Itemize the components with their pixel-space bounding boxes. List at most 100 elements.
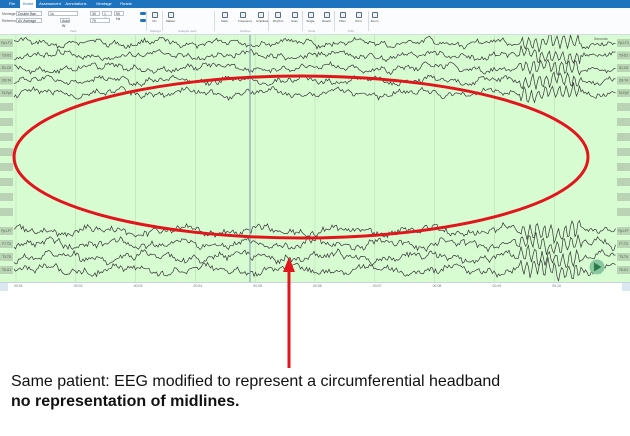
channel-labels-right: Fp1-T3 T3-O1 O1-O2 O2-T4 T4-Fp2 Fp1-F7 F7-T3 T3… — [617, 39, 630, 274]
ribbon-button-zoom[interactable]: Zoom — [370, 12, 379, 23]
channel-tag[interactable] — [617, 178, 630, 186]
play-button[interactable] — [589, 259, 605, 275]
channel-tag[interactable] — [0, 208, 13, 216]
channel-tag[interactable] — [617, 103, 630, 111]
scroll-right-button[interactable] — [622, 283, 630, 291]
channel-tag[interactable] — [617, 89, 630, 97]
ribbon-toggle[interactable] — [140, 19, 146, 22]
eeg-trace — [13, 58, 616, 76]
channel-label: O1-O2 — [2, 66, 12, 70]
channel-tag[interactable] — [0, 227, 13, 235]
filter-select[interactable]: 70 — [90, 18, 110, 23]
filter-select[interactable]: 50 Hz — [114, 11, 124, 21]
channel-tag[interactable] — [617, 253, 630, 261]
time-label: 00:06 — [313, 284, 322, 288]
time-label: 00:07 — [372, 284, 382, 288]
ribbon-row-select[interactable]: AV Average — [16, 18, 42, 23]
channel-tag[interactable] — [617, 193, 630, 201]
ribbon-button-label: Frequency — [238, 19, 253, 23]
ribbon-button-frequency[interactable]: Frequency — [238, 12, 253, 23]
ribbon-button-rhythm[interactable]: Rhythm — [273, 12, 284, 23]
channel-label: Fp1-T3 — [618, 41, 629, 45]
ribbon-button-label: Rhythm — [273, 19, 284, 23]
caption-line-2: no representation of midlines. — [11, 393, 240, 410]
filter-icon — [339, 12, 346, 18]
channel-tag[interactable] — [617, 227, 630, 235]
eeg-trace-view[interactable]: Seconds Fp1-T3 T3-O1 O1-O2 O2-T4 T4-Fp2 Fp1-F… — [0, 35, 630, 282]
ribbon-button-label: Scan — [291, 19, 298, 23]
ribbon-toggle[interactable] — [140, 12, 146, 15]
channel-tag[interactable] — [617, 118, 630, 126]
reach-icon — [323, 12, 330, 18]
menu-tab-file[interactable]: File — [8, 1, 16, 6]
channel-tag[interactable] — [0, 89, 13, 97]
ribbon-button-filter[interactable]: Filter — [338, 12, 347, 23]
mark-icon — [221, 12, 228, 18]
channel-label: T5-O1 — [2, 268, 11, 272]
channel-tag[interactable] — [617, 148, 630, 156]
ribbon-group-label: Options — [240, 29, 251, 33]
channel-tag[interactable] — [0, 178, 13, 186]
menu-tab-annotations[interactable]: Annotations — [65, 1, 87, 6]
channel-tag[interactable] — [0, 253, 13, 261]
ribbon-group-separator — [334, 11, 335, 31]
menu-tab-reads[interactable]: Reads — [120, 1, 132, 6]
scroll-left-button[interactable] — [0, 283, 8, 291]
ribbon-button-dc[interactable]: DC — [150, 12, 159, 23]
channel-tag[interactable] — [617, 133, 630, 141]
time-label: 00:08 — [432, 284, 442, 288]
channel-tag[interactable] — [0, 163, 13, 171]
channel-tag[interactable] — [0, 39, 13, 47]
ribbon-button-mark[interactable]: Mark — [220, 12, 229, 23]
menu-tab-assessment[interactable]: Assessment — [39, 1, 61, 6]
channel-tag[interactable] — [617, 64, 630, 72]
channel-tag[interactable] — [0, 118, 13, 126]
channel-tag[interactable] — [617, 51, 630, 60]
menu-tab-home[interactable]: Home — [20, 0, 36, 8]
ribbon-button-reach[interactable]: Reach — [322, 12, 331, 23]
time-label: 00:05 — [253, 284, 262, 288]
frequency-icon — [239, 12, 246, 18]
print-icon — [355, 12, 362, 18]
channel-label: Fp1-F7 — [618, 229, 629, 233]
channel-label: T5-O1 — [619, 268, 628, 272]
ribbon-row-label: Reference — [2, 19, 19, 23]
ribbon-button-marker[interactable]: Marker — [166, 12, 175, 23]
ribbon-row-select[interactable]: Double Ban — [16, 11, 42, 16]
channel-tag[interactable] — [617, 163, 630, 171]
menu-tab-montage[interactable]: Montage — [96, 1, 112, 6]
channel-tag[interactable] — [0, 103, 13, 111]
time-label: 00:10 — [552, 284, 561, 288]
filter-select[interactable]: Auto W — [60, 18, 70, 28]
channel-tag[interactable] — [0, 133, 13, 141]
channel-tag[interactable] — [617, 266, 630, 274]
channel-tag[interactable] — [0, 193, 13, 201]
channel-tag[interactable] — [0, 266, 13, 274]
ribbon-button-scan[interactable]: Scan — [290, 12, 299, 23]
channel-tag[interactable] — [617, 39, 630, 47]
channel-tag[interactable] — [0, 240, 13, 248]
channel-tag[interactable] — [0, 148, 13, 156]
ribbon-button-label: Filter — [339, 19, 346, 23]
ribbon-button-single[interactable]: Single — [306, 12, 315, 23]
filter-select[interactable]: 30 — [90, 11, 100, 16]
channel-tag[interactable] — [0, 76, 13, 85]
channel-labels-left: Fp1-T3 T3-O1 O1-O2 O2-T4 T4-Fp2 Fp1-F7 F7-T3 T3… — [0, 39, 13, 274]
ribbon-group-label: Analysis tools — [178, 29, 197, 33]
channel-tag[interactable] — [617, 208, 630, 216]
time-label: 00:04 — [193, 284, 203, 288]
channel-tag[interactable] — [617, 76, 630, 85]
channel-label: O2-T4 — [2, 79, 11, 83]
channel-tag[interactable] — [0, 64, 13, 72]
scan-icon — [291, 12, 298, 18]
ribbon-row-label: Montage — [2, 12, 16, 16]
channel-tag[interactable] — [617, 240, 630, 248]
filter-select[interactable]: 1 Hz — [102, 11, 112, 21]
channel-label: F7-T3 — [619, 242, 628, 246]
ribbon-button-amplitude[interactable]: Amplitude — [256, 12, 269, 23]
ribbon-button-print[interactable]: Print — [354, 12, 363, 23]
channel-tag[interactable] — [0, 51, 13, 60]
ribbon-button-label: Mark — [221, 19, 228, 23]
ribbon-button-label: Marker — [166, 19, 176, 23]
filter-select[interactable]: 1s — [48, 11, 78, 16]
